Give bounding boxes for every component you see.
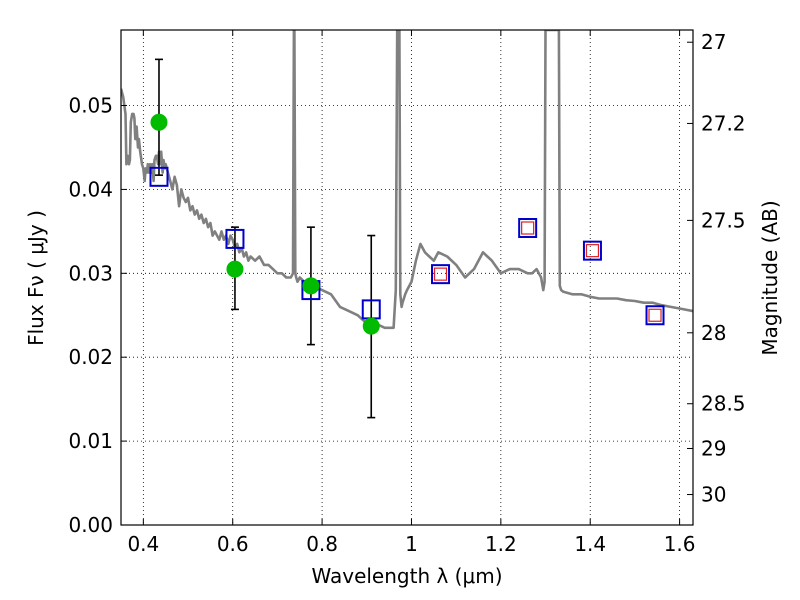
x-tick-label: 0.6 xyxy=(217,532,249,556)
y2-tick-label: 27 xyxy=(701,30,726,54)
y-tick-label: 0.05 xyxy=(68,94,113,118)
x-tick-label: 0.8 xyxy=(306,532,338,556)
observed-point-marker xyxy=(226,260,244,278)
model-square-marker xyxy=(582,240,602,261)
x-tick-label: 1.4 xyxy=(574,532,606,556)
model-square-marker xyxy=(431,264,451,285)
grid-lines xyxy=(121,30,693,525)
y2-tick-label: 27.2 xyxy=(701,111,746,135)
y2-axis: 27 27.2 27.5 28 28.5 29 30 xyxy=(687,30,746,507)
model-inner-square-marker xyxy=(521,221,535,235)
y2-tick-label: 29 xyxy=(701,436,726,460)
model-inner-square-marker xyxy=(433,267,448,281)
x-tick-label: 1 xyxy=(405,532,418,556)
sed-model-line xyxy=(121,30,693,330)
y-tick-label: 0.03 xyxy=(68,261,113,285)
y-tick-label: 0.04 xyxy=(68,177,113,201)
y-tick-label: 0.00 xyxy=(68,513,113,537)
y2-tick-label: 30 xyxy=(701,483,726,507)
y2-tick-label: 28 xyxy=(701,321,726,345)
model-square-marker xyxy=(149,166,169,187)
observed-point-marker xyxy=(362,317,380,335)
y-axis-title: Flux Fν ( μJy ) xyxy=(24,210,48,346)
model-square-marker xyxy=(225,228,245,249)
y2-tick-label: 28.5 xyxy=(701,392,746,416)
y2-tick-label: 27.5 xyxy=(701,208,746,232)
plot-frame xyxy=(120,29,694,526)
y-tick-label: 0.02 xyxy=(68,345,113,369)
model-square-marker xyxy=(518,218,538,238)
observed-point-marker xyxy=(150,113,168,131)
model-square-marker xyxy=(645,305,665,326)
observed-point-marker xyxy=(302,277,320,295)
x-tick-label: 1.6 xyxy=(664,532,696,556)
model-inner-square-marker xyxy=(585,244,600,258)
x-tick-label: 1.2 xyxy=(485,532,517,556)
y-axis: 0.00 0.01 0.02 0.03 0.04 0.05 xyxy=(68,94,127,537)
x-axis-title: Wavelength λ (μm) xyxy=(311,564,502,588)
model-inner-square-marker xyxy=(648,308,662,322)
errorbars xyxy=(154,58,376,419)
x-tick-label: 0.4 xyxy=(127,532,159,556)
x-axis: 0.4 0.6 0.8 1 1.2 1.4 1.6 xyxy=(127,30,696,556)
y-tick-label: 0.01 xyxy=(68,429,113,453)
y2-axis-title: Magnitude (AB) xyxy=(758,200,782,355)
data-points xyxy=(149,113,665,335)
sed-model-group xyxy=(121,30,693,330)
